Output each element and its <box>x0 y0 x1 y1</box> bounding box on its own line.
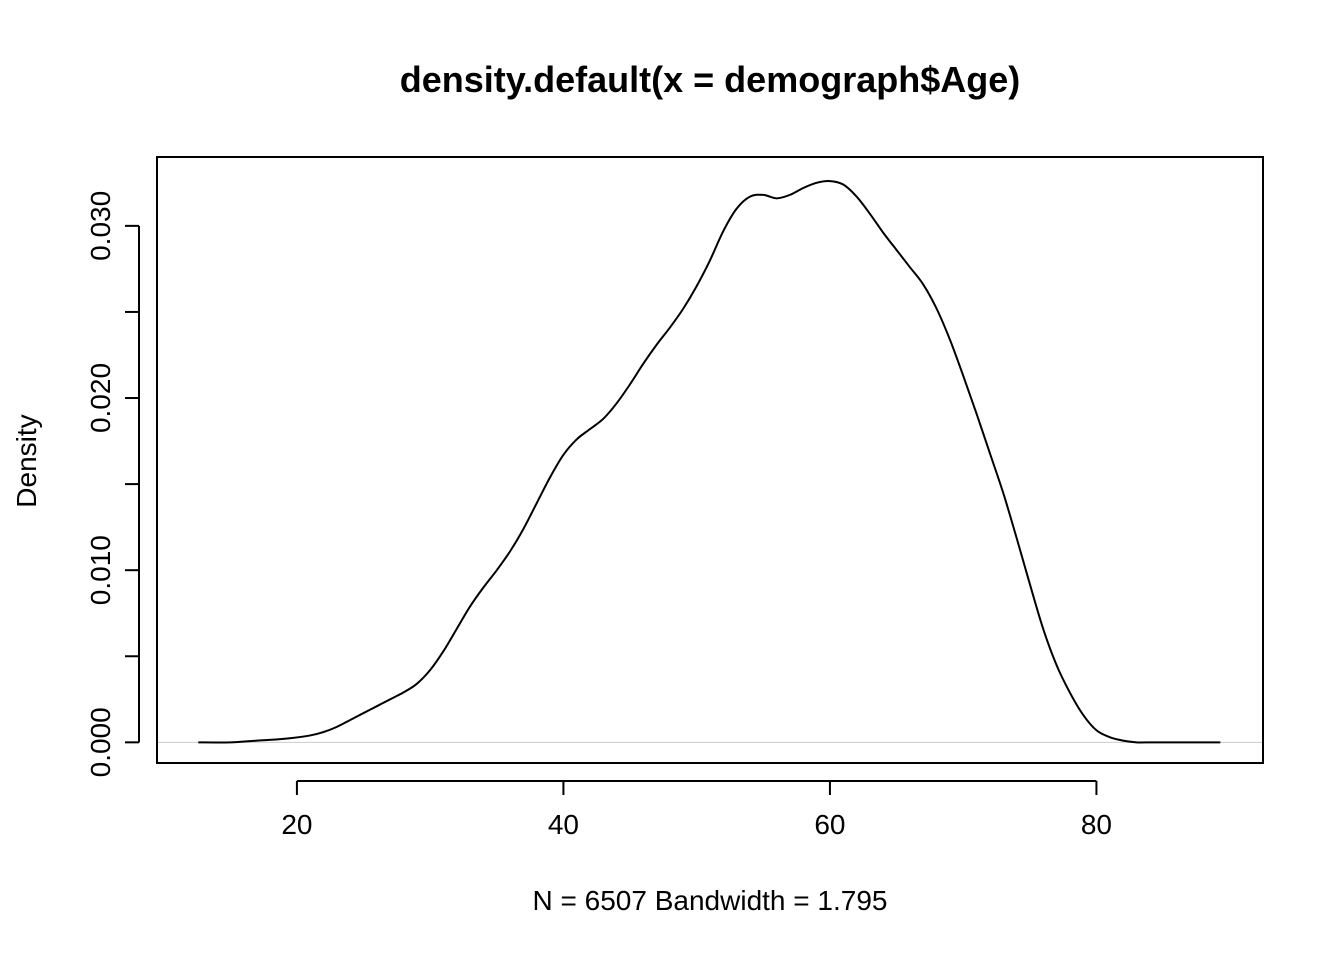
y-tick-label: 0.000 <box>85 707 116 777</box>
x-axis-label: N = 6507 Bandwidth = 1.795 <box>533 885 888 916</box>
x-tick-label: 20 <box>281 809 312 840</box>
y-tick-label: 0.020 <box>85 363 116 433</box>
chart-title: density.default(x = demograph$Age) <box>400 59 1020 100</box>
plot-area <box>156 156 1264 764</box>
x-axis: 20 40 60 80 <box>281 780 1112 840</box>
x-tick-label: 60 <box>814 809 845 840</box>
x-tick-label: 40 <box>548 809 579 840</box>
y-axis: 0.000 0.010 0.020 0.030 <box>85 191 140 777</box>
plot-box <box>156 156 1264 764</box>
y-tick-label: 0.010 <box>85 535 116 605</box>
x-tick-label: 80 <box>1081 809 1112 840</box>
density-curve-line <box>198 180 1221 744</box>
y-axis-label: Density <box>11 414 42 507</box>
y-tick-label: 0.030 <box>85 191 116 261</box>
